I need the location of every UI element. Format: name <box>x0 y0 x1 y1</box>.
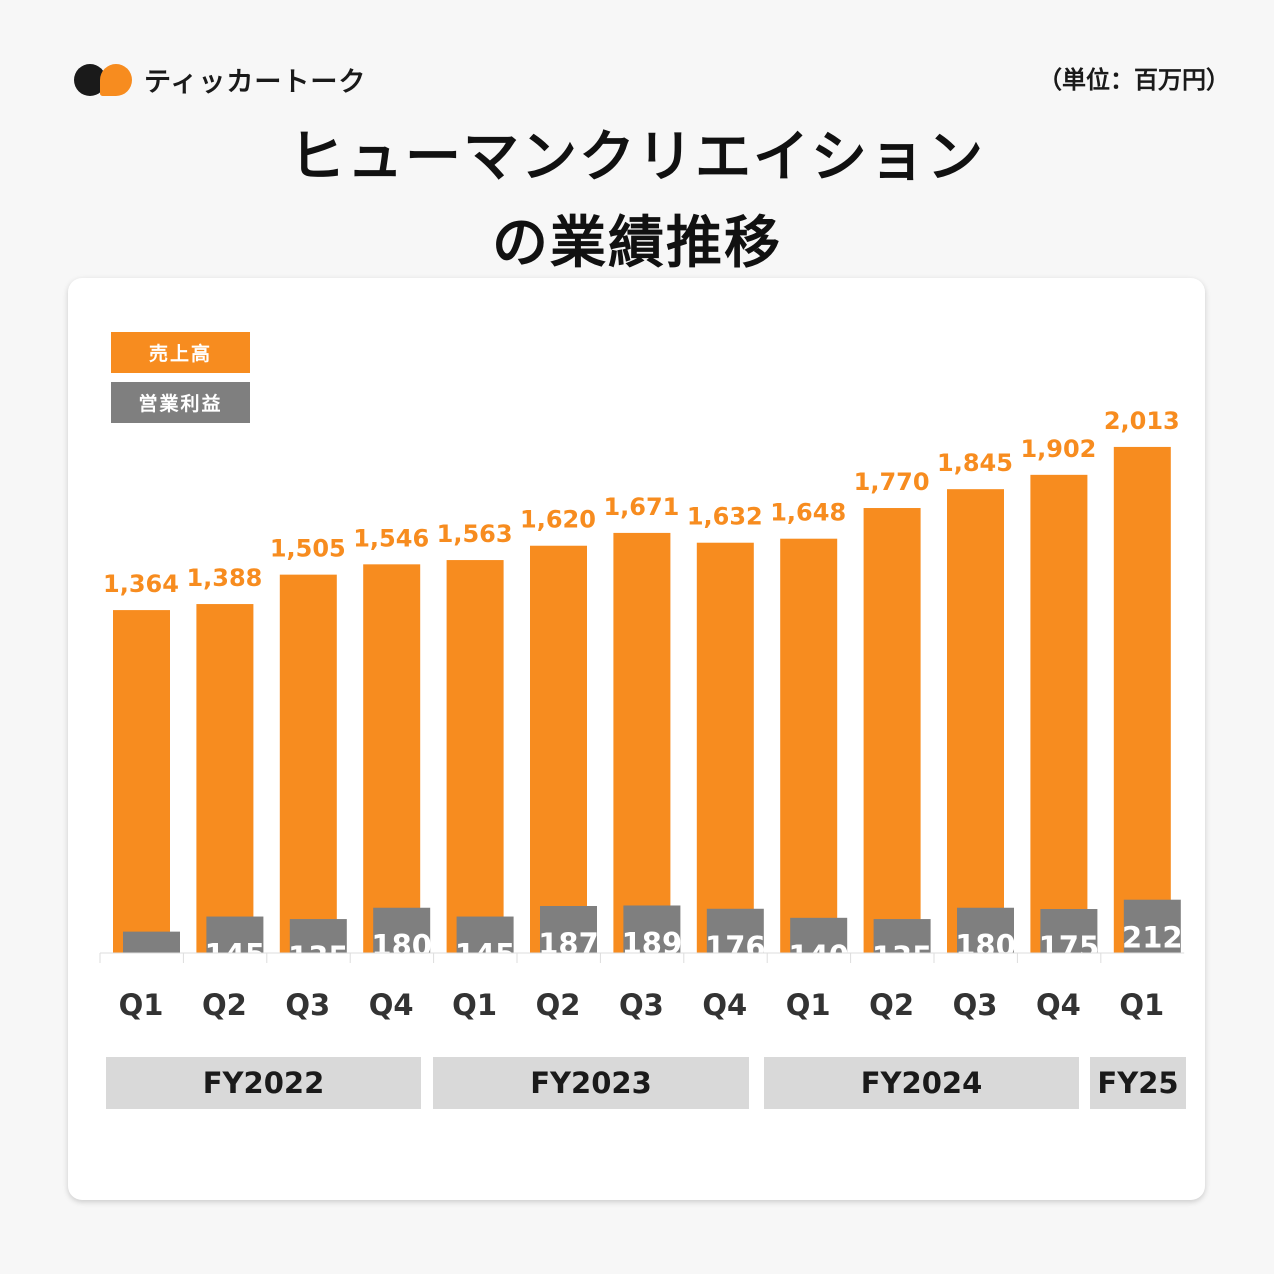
sales-bar <box>1113 446 1171 953</box>
legend-profit: 営業利益 <box>111 382 250 423</box>
profit-bar <box>1123 899 1181 953</box>
sales-value-label: 1,505 <box>270 535 346 563</box>
sales-value-label: 1,632 <box>687 503 763 531</box>
profit-bar <box>957 907 1014 953</box>
fiscal-year-label: FY2022 <box>106 1057 421 1109</box>
profit-bar <box>790 917 848 953</box>
page-title-line1: ヒューマンクリエイション <box>289 125 985 190</box>
quarter-tick-label: Q2 <box>869 988 914 1022</box>
brand-logo: ティッカートーク <box>74 60 366 99</box>
profit-bar <box>206 916 264 953</box>
sales-bar <box>613 532 671 953</box>
sales-bar <box>279 574 337 953</box>
profit-value-label: 180 <box>371 929 432 963</box>
profit-value-label: 187 <box>538 927 599 961</box>
profit-value-label: 212 <box>1122 921 1183 955</box>
profit-bar <box>706 908 764 953</box>
sales-bar <box>196 604 254 953</box>
quarter-tick-label: Q1 <box>1119 988 1164 1022</box>
quarter-tick-label: Q4 <box>369 988 414 1022</box>
sales-value-label: 1,770 <box>854 468 930 496</box>
profit-bar <box>623 905 681 953</box>
page-title-line2: の業績推移 <box>492 211 782 276</box>
quarter-tick-label: Q1 <box>786 988 831 1022</box>
sales-value-label: 1,620 <box>520 506 596 534</box>
sales-bar <box>1030 474 1088 953</box>
sales-value-label: 2,013 <box>1104 407 1180 435</box>
profit-value-label: 189 <box>622 926 683 960</box>
profit-value-label: 140 <box>788 939 849 973</box>
fiscal-year-label: FY2024 <box>764 1057 1079 1109</box>
brand-name: ティッカートーク <box>144 67 367 98</box>
sales-value-label: 1,902 <box>1020 435 1096 463</box>
profit-bar <box>373 907 431 953</box>
sales-value-label: 1,546 <box>353 524 429 552</box>
profit-value-label: 135 <box>872 940 933 974</box>
profit-bar <box>289 919 347 953</box>
quarter-tick-label: Q2 <box>202 988 247 1022</box>
sales-bar <box>780 538 838 953</box>
sales-value-label: 1,364 <box>103 570 179 598</box>
profit-value-label: 175 <box>1039 930 1100 964</box>
quarter-tick-label: Q3 <box>953 988 998 1022</box>
profit-bar <box>873 919 931 953</box>
sales-bar <box>947 489 1004 953</box>
sales-bar <box>113 610 170 953</box>
profit-value-label: 135 <box>288 940 349 974</box>
sales-bar <box>446 560 504 953</box>
profit-value-label: 176 <box>705 930 766 964</box>
profit-bar <box>456 916 514 953</box>
profit-bar <box>540 905 597 953</box>
logo-mark-icon <box>74 62 136 98</box>
sales-value-label: 1,388 <box>186 564 262 592</box>
sales-value-label: 1,671 <box>603 493 679 521</box>
quarter-tick-label: Q1 <box>119 988 164 1022</box>
quarter-tick-label: Q4 <box>702 988 747 1022</box>
profit-value-label: 145 <box>205 938 266 972</box>
sales-value-label: 1,648 <box>770 499 846 527</box>
sales-bar <box>363 564 421 953</box>
quarter-tick-label: Q2 <box>536 988 581 1022</box>
quarter-tick-label: Q4 <box>1036 988 1081 1022</box>
quarter-tick-label: Q1 <box>452 988 497 1022</box>
sales-value-label: 1,563 <box>437 520 513 548</box>
quarter-tick-label: Q3 <box>285 988 330 1022</box>
profit-value-label: 180 <box>955 929 1016 963</box>
sales-bar <box>696 542 754 953</box>
fiscal-year-label: FY25 <box>1090 1057 1186 1109</box>
profit-bar <box>123 931 180 953</box>
sales-value-label: 1,845 <box>937 449 1013 477</box>
sales-bar <box>863 508 921 953</box>
unit-label: （単位：百万円） <box>1038 66 1230 94</box>
profit-value-label: 85 <box>131 953 171 987</box>
sales-bar <box>530 545 587 953</box>
fiscal-year-label: FY2023 <box>433 1057 749 1109</box>
legend-sales: 売上高 <box>111 332 250 373</box>
profit-bar <box>1040 909 1098 953</box>
profit-value-label: 145 <box>455 938 516 972</box>
quarter-tick-label: Q3 <box>619 988 664 1022</box>
